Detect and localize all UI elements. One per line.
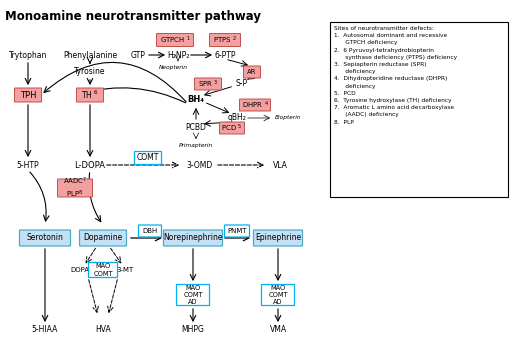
Text: 3-OMD: 3-OMD: [187, 161, 213, 170]
FancyBboxPatch shape: [240, 99, 270, 111]
Text: VMA: VMA: [269, 326, 287, 334]
Text: Dopamine: Dopamine: [83, 233, 123, 243]
FancyBboxPatch shape: [244, 66, 261, 78]
FancyBboxPatch shape: [157, 34, 194, 46]
Text: Phenylalanine: Phenylalanine: [63, 51, 117, 59]
FancyBboxPatch shape: [209, 34, 241, 46]
Text: GTP: GTP: [131, 51, 145, 59]
FancyBboxPatch shape: [135, 151, 161, 164]
Text: PCD $^5$: PCD $^5$: [221, 122, 243, 134]
Text: Biopterin: Biopterin: [275, 116, 302, 120]
Text: qBH₂: qBH₂: [227, 113, 246, 122]
Text: Neopterin: Neopterin: [159, 65, 187, 70]
Text: MAO
COMT
AD: MAO COMT AD: [183, 285, 203, 305]
Text: PTPS $^2$: PTPS $^2$: [213, 34, 237, 46]
Text: Monoamine neurotransmitter pathway: Monoamine neurotransmitter pathway: [5, 10, 261, 23]
Text: BH₄: BH₄: [187, 96, 204, 104]
Text: 5-HTP: 5-HTP: [17, 161, 39, 170]
FancyBboxPatch shape: [139, 225, 161, 237]
FancyBboxPatch shape: [79, 230, 126, 246]
Text: Epinephrine: Epinephrine: [255, 233, 301, 243]
Text: MHPG: MHPG: [182, 326, 204, 334]
FancyBboxPatch shape: [330, 22, 508, 197]
FancyBboxPatch shape: [19, 230, 71, 246]
Text: Norepinephrine: Norepinephrine: [163, 233, 223, 243]
Text: DOPAC: DOPAC: [70, 267, 94, 273]
FancyBboxPatch shape: [224, 225, 249, 237]
FancyBboxPatch shape: [262, 284, 294, 305]
FancyBboxPatch shape: [57, 179, 93, 197]
Text: VLA: VLA: [272, 161, 287, 170]
Text: AR: AR: [247, 69, 257, 75]
FancyBboxPatch shape: [220, 122, 245, 134]
FancyBboxPatch shape: [253, 230, 303, 246]
Text: 6-PTP: 6-PTP: [214, 51, 236, 59]
Text: L-DOPA: L-DOPA: [75, 161, 105, 170]
FancyBboxPatch shape: [177, 284, 209, 305]
FancyBboxPatch shape: [89, 262, 117, 277]
Text: TPH: TPH: [20, 90, 36, 99]
Text: COMT: COMT: [137, 154, 159, 163]
Text: DBH: DBH: [142, 228, 158, 234]
FancyBboxPatch shape: [14, 88, 41, 102]
Text: PCBD: PCBD: [185, 124, 206, 133]
Text: HVA: HVA: [95, 326, 111, 334]
Text: MAO
COMT
AD: MAO COMT AD: [268, 285, 288, 305]
Text: Sites of neurotransmitter defects:
1.  Autosomal dominant and recessive
      GT: Sites of neurotransmitter defects: 1. Au…: [334, 26, 457, 125]
Text: AADC$^7$
PLP$^8$: AADC$^7$ PLP$^8$: [63, 176, 87, 200]
Text: Tyrosine: Tyrosine: [74, 67, 106, 76]
Text: MAO
COMT: MAO COMT: [93, 263, 113, 276]
Text: Primapterin: Primapterin: [179, 143, 213, 148]
Text: TH $^6$: TH $^6$: [81, 89, 99, 101]
Text: DHPR $^4$: DHPR $^4$: [242, 99, 268, 111]
Text: Trytophan: Trytophan: [9, 51, 47, 59]
Text: GTPCH $^1$: GTPCH $^1$: [160, 34, 190, 46]
FancyBboxPatch shape: [76, 88, 103, 102]
Text: PNMT: PNMT: [227, 228, 247, 234]
Text: Serotonin: Serotonin: [27, 233, 63, 243]
FancyBboxPatch shape: [195, 78, 222, 90]
Text: S-P: S-P: [236, 80, 248, 89]
Text: H₂NP₂: H₂NP₂: [167, 51, 189, 59]
Text: 5-HIAA: 5-HIAA: [32, 326, 58, 334]
Text: 3-MT: 3-MT: [116, 267, 134, 273]
FancyBboxPatch shape: [163, 230, 223, 246]
Text: SPR $^3$: SPR $^3$: [198, 78, 218, 90]
